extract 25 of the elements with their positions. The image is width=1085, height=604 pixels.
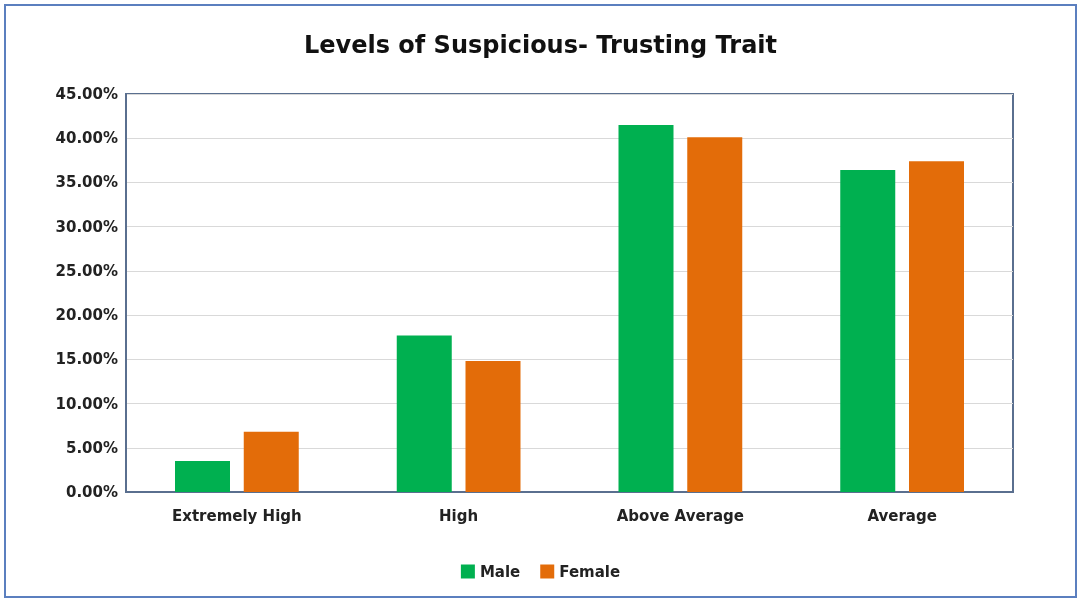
bar: [909, 161, 964, 492]
chart-title: Levels of Suspicious- Trusting Trait: [303, 31, 778, 59]
x-tick-label: High: [439, 506, 479, 525]
bar: [243, 431, 299, 492]
bar: [618, 124, 674, 492]
y-tick-label: 10.00%: [55, 394, 118, 413]
x-tick-label: Extremely High: [172, 506, 302, 525]
bar: [396, 335, 452, 492]
y-tick-label: 0.00%: [65, 483, 118, 501]
bar: [840, 170, 896, 492]
y-tick-label: 35.00%: [55, 173, 118, 192]
x-tick-label: Above Average: [616, 506, 745, 525]
y-tick-label: 45.00%: [55, 85, 118, 103]
legend-label: Female: [559, 562, 621, 581]
y-tick-label: 25.00%: [55, 261, 118, 280]
y-tick-label: 30.00%: [55, 217, 118, 236]
y-tick-label: 20.00%: [55, 306, 118, 325]
y-tick-label: 5.00%: [65, 438, 118, 457]
bar: [175, 461, 230, 492]
x-tick-label: Average: [867, 506, 937, 525]
y-tick-label: 15.00%: [55, 350, 118, 369]
legend-label: Male: [479, 562, 521, 581]
bar: [687, 137, 743, 492]
y-tick-label: 40.00%: [55, 129, 118, 148]
bar: [465, 361, 521, 492]
